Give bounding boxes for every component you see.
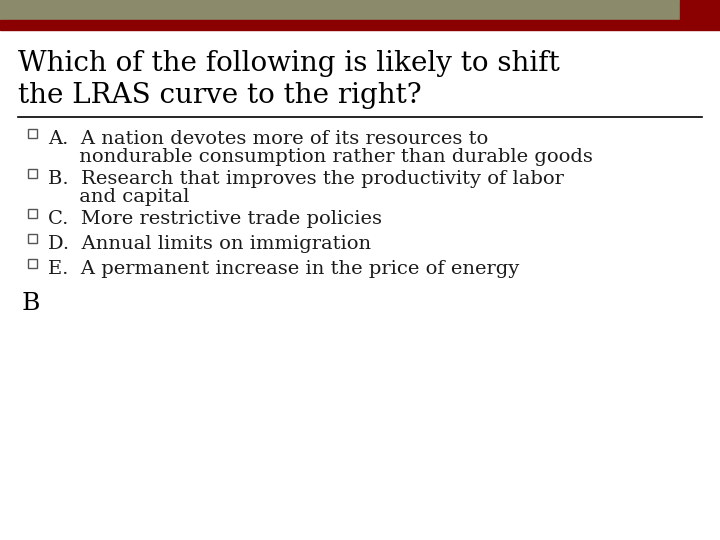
Text: the LRAS curve to the right?: the LRAS curve to the right? bbox=[18, 82, 422, 109]
Bar bbox=[28, 209, 37, 218]
Bar bbox=[0, 0, 680, 20]
Bar bbox=[28, 169, 37, 178]
Bar bbox=[28, 259, 37, 268]
Text: B: B bbox=[22, 292, 40, 315]
Text: and capital: and capital bbox=[48, 188, 189, 206]
Text: D.  Annual limits on immigration: D. Annual limits on immigration bbox=[48, 235, 371, 253]
Bar bbox=[28, 234, 37, 243]
Text: A.  A nation devotes more of its resources to: A. A nation devotes more of its resource… bbox=[48, 130, 488, 148]
Text: C.  More restrictive trade policies: C. More restrictive trade policies bbox=[48, 210, 382, 228]
Text: nondurable consumption rather than durable goods: nondurable consumption rather than durab… bbox=[48, 148, 593, 166]
Text: B.  Research that improves the productivity of labor: B. Research that improves the productivi… bbox=[48, 170, 564, 188]
Bar bbox=[0, 20, 680, 30]
Bar bbox=[680, 0, 720, 30]
Bar bbox=[28, 129, 37, 138]
Text: Which of the following is likely to shift: Which of the following is likely to shif… bbox=[18, 50, 559, 77]
Text: E.  A permanent increase in the price of energy: E. A permanent increase in the price of … bbox=[48, 260, 519, 278]
